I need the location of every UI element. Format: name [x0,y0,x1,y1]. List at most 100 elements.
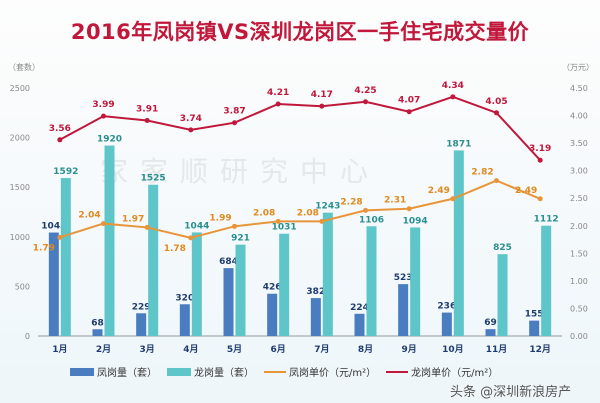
data-label-fenggang-price: 1.78 [164,244,186,254]
y-tick-right: 3.50 [570,139,588,148]
y-tick-left: 2500 [10,84,30,93]
y-tick-right: 4.00 [570,112,588,121]
point-fenggang-price [450,196,456,202]
y-tick-left: 0 [25,332,30,341]
bar-longgang-volume [497,254,508,336]
x-tick-label: 12月 [529,344,551,355]
data-label-longgang-price: 4.05 [485,97,507,107]
point-longgang-price [494,110,499,116]
legend-item-longgang-price: 龙岗单价（元/m²） [386,364,498,379]
bar-fenggang-volume [267,293,278,336]
bar-longgang-volume [148,184,159,336]
point-fenggang-price [406,206,412,212]
data-label-fenggang-volume: 69 [484,318,497,328]
data-label-fenggang-volume: 320 [175,293,194,303]
point-fenggang-price [494,178,499,184]
bar-fenggang-volume [223,268,234,336]
legend-label: 凤岗量（套） [97,368,157,379]
data-label-fenggang-volume: 426 [263,283,282,293]
y-tick-left: 1000 [10,233,30,242]
line-fenggang-price [59,179,541,239]
data-label-longgang-price: 4.21 [267,88,289,98]
data-label-longgang-volume: 1592 [53,167,78,177]
y-tick-right: 2.50 [570,194,588,203]
point-longgang-price [406,109,412,115]
bar-fenggang-volume [48,232,59,336]
bar-fenggang-volume [136,313,147,336]
data-label-longgang-volume: 1871 [446,139,471,149]
y-axis-label-left: （套数） [8,62,40,72]
bar-longgang-volume [191,232,202,336]
bar-fenggang-volume [310,298,321,336]
data-label-longgang-volume: 1094 [403,216,428,226]
bar-longgang-volume [104,145,115,336]
data-label-fenggang-volume: 236 [437,302,456,312]
point-fenggang-price [101,221,106,227]
x-tick-label: 8月 [358,344,373,355]
legend-item-fenggang-volume: 凤岗量（套） [70,364,157,379]
data-label-fenggang-price: 2.49 [428,186,450,196]
data-label-longgang-volume: 921 [231,234,250,244]
data-label-longgang-price: 3.87 [223,107,245,117]
bar-longgang-volume [235,244,246,336]
data-label-longgang-price: 3.56 [49,124,71,134]
point-longgang-price [57,137,63,143]
bar-fenggang-volume [485,329,496,336]
legend-label: 龙岗量（套） [194,368,254,379]
legend-swatch [264,370,286,373]
x-tick-label: 10月 [442,344,464,355]
bar-fenggang-volume [398,284,409,336]
data-label-longgang-price: 3.19 [529,144,551,154]
legend-swatch [167,367,191,376]
x-tick-label: 11月 [486,344,508,355]
point-longgang-price [101,113,106,119]
data-label-longgang-price: 3.91 [136,105,158,115]
data-label-longgang-price: 3.99 [92,100,114,110]
x-tick-label: 9月 [402,344,417,355]
data-label-fenggang-volume: 224 [350,303,369,313]
point-fenggang-price [319,218,325,224]
y-tick-left: 2000 [10,134,30,143]
data-label-longgang-volume: 1525 [141,174,166,184]
bar-longgang-volume [366,226,377,336]
legend-swatch [386,370,409,373]
point-longgang-price [144,118,150,124]
x-tick-label: 5月 [227,344,242,355]
data-label-fenggang-volume: 684 [219,257,238,267]
data-label-longgang-volume: 1106 [359,215,384,225]
bar-fenggang-volume [179,304,190,336]
x-tick-label: 2月 [96,344,111,355]
legend-swatch [70,367,94,376]
line-longgang-price [59,95,541,161]
source-watermark: 头条 @深圳新浪房产 [450,385,572,400]
point-longgang-price [450,94,456,100]
data-label-fenggang-volume: 229 [132,302,151,312]
y-tick-right: 4.50 [570,84,588,93]
legend-label: 龙岗单价（元/m²） [411,368,499,379]
y-tick-right: 3.00 [570,167,588,176]
data-label-fenggang-volume: 155 [525,310,544,320]
x-tick-label: 4月 [183,344,198,355]
data-label-fenggang-volume: 382 [306,287,325,297]
point-fenggang-price [537,196,543,202]
y-tick-right: 0.00 [570,332,588,341]
y-tick-right: 1.50 [570,249,588,258]
data-label-longgang-price: 3.74 [180,114,202,124]
data-label-longgang-volume: 1031 [272,223,297,233]
point-longgang-price [319,103,325,109]
point-longgang-price [537,157,543,163]
bar-longgang-volume [322,212,333,336]
data-label-fenggang-volume: 523 [394,273,413,283]
legend-label: 凤岗单价（元/m²） [289,368,377,379]
data-label-fenggang-volume: 1043 [41,222,66,232]
y-tick-right: 0.50 [570,304,588,313]
legend: 凤岗量（套） 龙岗量（套） 凤岗单价（元/m²） 龙岗单价（元/m²） [70,364,498,379]
bar-fenggang-volume [441,312,452,336]
point-fenggang-price [144,224,150,230]
data-label-longgang-volume: 1920 [97,135,122,145]
data-label-fenggang-price: 2.08 [297,208,319,218]
bar-fenggang-volume [92,329,103,336]
bar-longgang-volume [279,233,290,336]
